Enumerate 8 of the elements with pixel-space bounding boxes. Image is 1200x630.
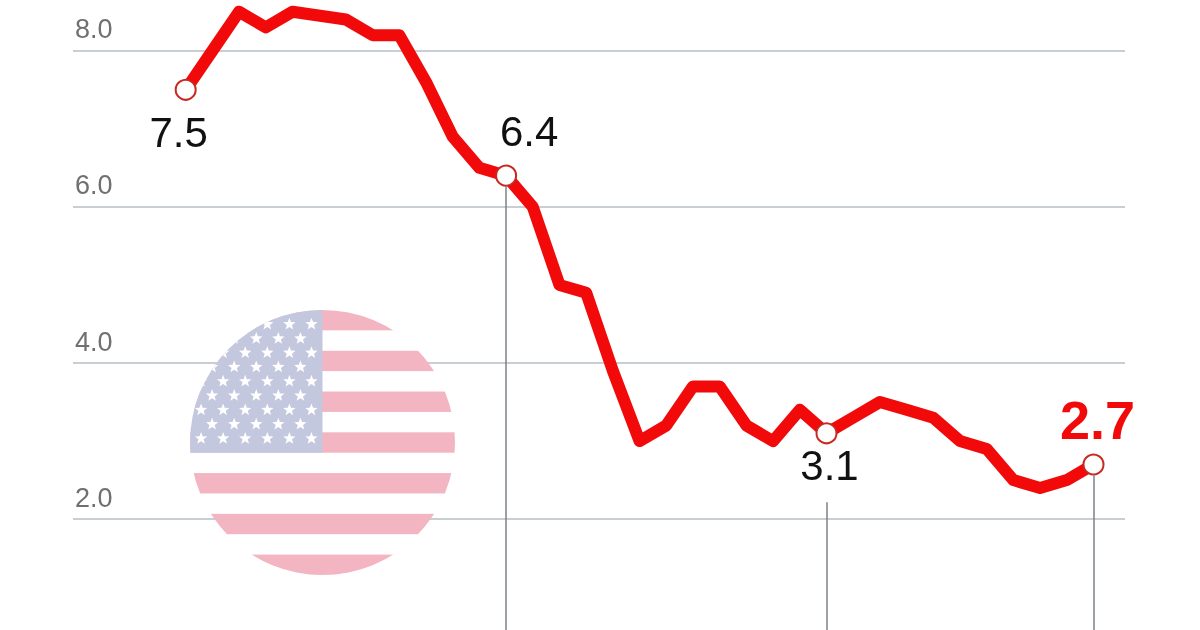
- y-tick-label: 6.0: [75, 170, 113, 201]
- data-label: 3.1: [800, 441, 859, 489]
- data-label: 2.7: [1059, 390, 1136, 451]
- data-label: 6.4: [499, 108, 559, 156]
- y-tick-label: 4.0: [75, 326, 113, 357]
- data-label: 7.5: [149, 109, 208, 157]
- y-tick-label: 8.0: [75, 14, 113, 45]
- y-tick-label: 2.0: [75, 482, 113, 513]
